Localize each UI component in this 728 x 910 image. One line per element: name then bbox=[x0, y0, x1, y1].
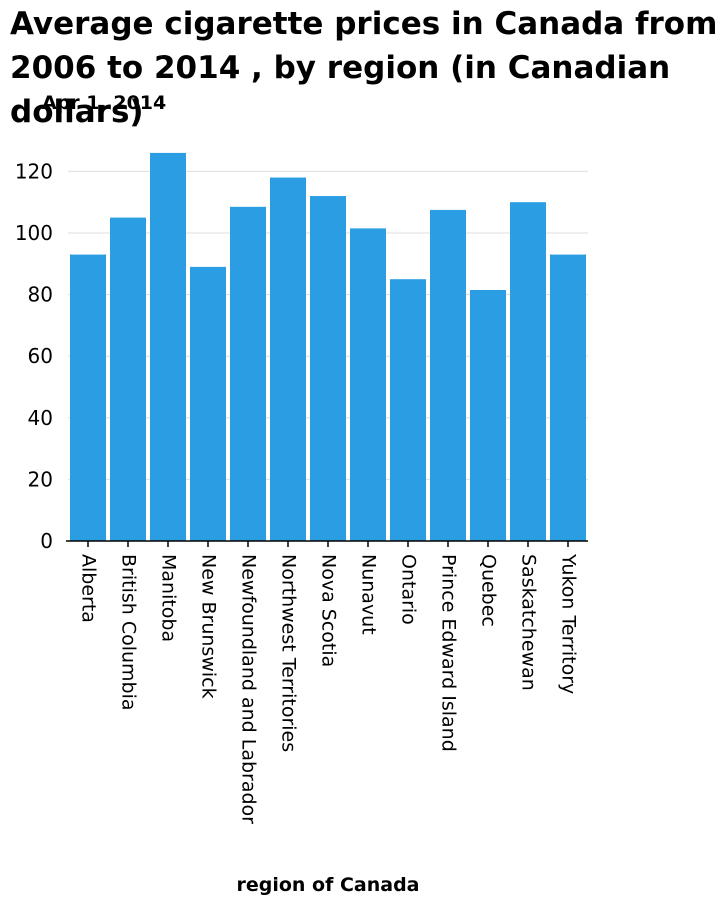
bar-new-brunswick bbox=[190, 266, 226, 541]
x-tick-label: Nunavut bbox=[358, 554, 380, 635]
bar-prince-edward-island bbox=[430, 209, 466, 541]
chart-subtitle: Apr 1, 2014 bbox=[42, 92, 167, 114]
x-axis-label: region of Canada bbox=[236, 874, 420, 896]
bar-newfoundland-and-labrador bbox=[230, 206, 266, 541]
bar-british-columbia bbox=[110, 217, 146, 541]
bar-ontario bbox=[390, 279, 426, 541]
bar-nova-scotia bbox=[310, 196, 346, 542]
y-tick-label: 40 bbox=[28, 406, 53, 430]
y-tick-label: 100 bbox=[15, 221, 53, 245]
x-tick-label: Saskatchewan bbox=[518, 554, 540, 691]
y-tick-label: 80 bbox=[28, 283, 53, 307]
y-tick-label: 60 bbox=[28, 344, 53, 368]
bar-nunavut bbox=[350, 228, 386, 541]
x-tick-label: Newfoundland and Labrador bbox=[238, 554, 260, 824]
bar-saskatchewan bbox=[510, 202, 546, 541]
x-tick-label: Manitoba bbox=[158, 554, 180, 642]
bar-quebec bbox=[470, 289, 506, 541]
x-tick-label: Quebec bbox=[478, 554, 500, 627]
x-tick-label: Northwest Territories bbox=[278, 554, 300, 752]
bars bbox=[70, 152, 586, 542]
bar-alberta bbox=[70, 254, 106, 541]
x-tick-label: Ontario bbox=[398, 554, 420, 625]
x-tick-label: New Brunswick bbox=[198, 554, 220, 699]
x-tick-labels: Alberta British Columbia Manitoba New Bruns… bbox=[78, 553, 580, 824]
y-tick-labels: 0 20 40 60 80 100 120 bbox=[15, 159, 53, 553]
x-tick-label: Yukon Territory bbox=[558, 553, 580, 694]
x-tick-label: Nova Scotia bbox=[318, 554, 340, 667]
bar-manitoba bbox=[150, 152, 186, 542]
y-tick-label: 20 bbox=[28, 467, 53, 491]
x-tick-label: British Columbia bbox=[118, 554, 140, 711]
y-tick-label: 0 bbox=[40, 529, 53, 553]
bar-yukon-territory bbox=[550, 254, 586, 541]
bar-northwest-territories bbox=[270, 177, 306, 541]
x-tick-label: Prince Edward Island bbox=[438, 554, 460, 752]
axes bbox=[66, 540, 588, 547]
chart-title: Average cigarette prices in Canada from … bbox=[10, 6, 718, 130]
y-tick-label: 120 bbox=[15, 159, 53, 183]
x-tick-label: Alberta bbox=[78, 554, 100, 623]
